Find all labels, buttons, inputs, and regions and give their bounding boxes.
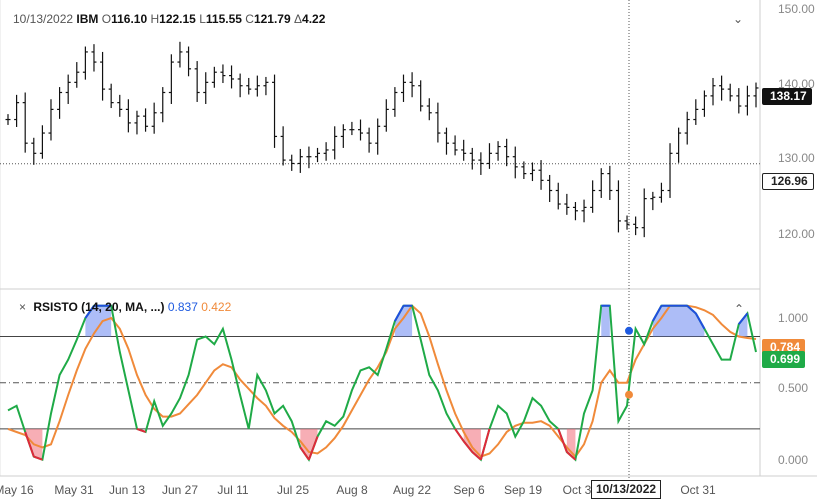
d-line: [7, 304, 757, 459]
zone-segment: [557, 428, 568, 453]
price-tick-label: 120.00: [778, 227, 815, 241]
d-crosshair-marker: [625, 390, 633, 399]
date-tick-label: May 16: [0, 483, 34, 497]
header-symbol: IBM: [76, 12, 99, 26]
zone-segment: [24, 431, 35, 457]
date-tick-label: Sep 19: [503, 483, 543, 497]
price-tick-label: 140.00: [778, 77, 815, 91]
zone-segment: [479, 428, 491, 460]
indicator-tick-label: 0.500: [778, 381, 809, 395]
k-line: [7, 304, 757, 462]
overbought-fill: [738, 313, 748, 337]
indicator-k-value: 0.837: [167, 300, 198, 314]
crosshair-date-badge: 10/13/2022: [591, 480, 662, 499]
zone-segment: [462, 440, 474, 453]
zone-segment: [454, 428, 465, 442]
date-tick-label: Jul 25: [276, 483, 310, 497]
indicator-d-value: 0.422: [201, 300, 232, 314]
close-label: C: [245, 12, 254, 26]
date-tick-label: Jun 13: [108, 483, 146, 497]
date-tick-label: Aug 8: [336, 483, 368, 497]
date-tick-label: Jun 27: [161, 483, 199, 497]
close-value: 121.79: [253, 12, 291, 26]
oversold-fill: [566, 428, 576, 460]
low-label: L: [199, 12, 206, 26]
ohlc-header: 10/13/2022 IBM O116.10 H122.15 L115.55 C…: [13, 12, 325, 26]
indicator-tick-label: 0.000: [778, 453, 809, 467]
zone-segment: [651, 305, 663, 322]
zone-segment: [307, 436, 319, 461]
high-value: 122.15: [159, 12, 196, 26]
indicator-name: RSISTO (14, 20, MA, ...): [33, 300, 165, 314]
chevron-up-icon[interactable]: ⌃: [734, 302, 745, 316]
date-tick-label: May 31: [54, 483, 94, 497]
zone-segment: [394, 305, 405, 322]
change-value: 4.22: [302, 12, 326, 26]
date-tick-label: Sep 6: [453, 483, 485, 497]
k-last-badge: 0.699: [762, 351, 806, 368]
date-tick-label: Aug 22: [392, 483, 432, 497]
date-tick-label: Oct 31: [680, 483, 716, 497]
close-icon[interactable]: ×: [19, 300, 27, 314]
low-value: 115.55: [205, 12, 242, 26]
price-tick-label: 130.00: [778, 151, 815, 165]
indicator-header: × RSISTO (14, 20, MA, ...) 0.837 0.422: [19, 300, 231, 314]
k-crosshair-marker: [625, 326, 633, 335]
zone-segment: [686, 304, 697, 315]
last-price-badge: 138.17: [762, 88, 812, 105]
price-tick-label: 150.00: [778, 2, 815, 16]
zone-segment: [33, 455, 43, 461]
high-label: H: [150, 12, 160, 26]
overbought-fill: [601, 305, 610, 337]
change-label: Δ: [294, 12, 303, 26]
header-date: 10/13/2022: [13, 12, 74, 26]
zone-segment: [471, 451, 482, 461]
crosshair-price-badge: 126.96: [762, 173, 814, 190]
overbought-fill: [85, 305, 112, 337]
open-value: 116.10: [111, 12, 148, 26]
zone-segment: [136, 427, 146, 433]
zone-segment: [694, 312, 706, 330]
date-tick-label: Oct 3: [562, 483, 592, 497]
zone-segment: [566, 451, 577, 461]
indicator-tick-label: 1.000: [778, 311, 809, 325]
date-tick-label: Jul 11: [217, 483, 249, 497]
zone-segment: [299, 446, 310, 461]
chevron-down-icon[interactable]: ⌄: [733, 12, 744, 26]
open-label: O: [101, 12, 112, 26]
zone-segment: [738, 312, 749, 325]
overbought-fill: [652, 305, 705, 337]
zone-segment: [84, 305, 95, 319]
